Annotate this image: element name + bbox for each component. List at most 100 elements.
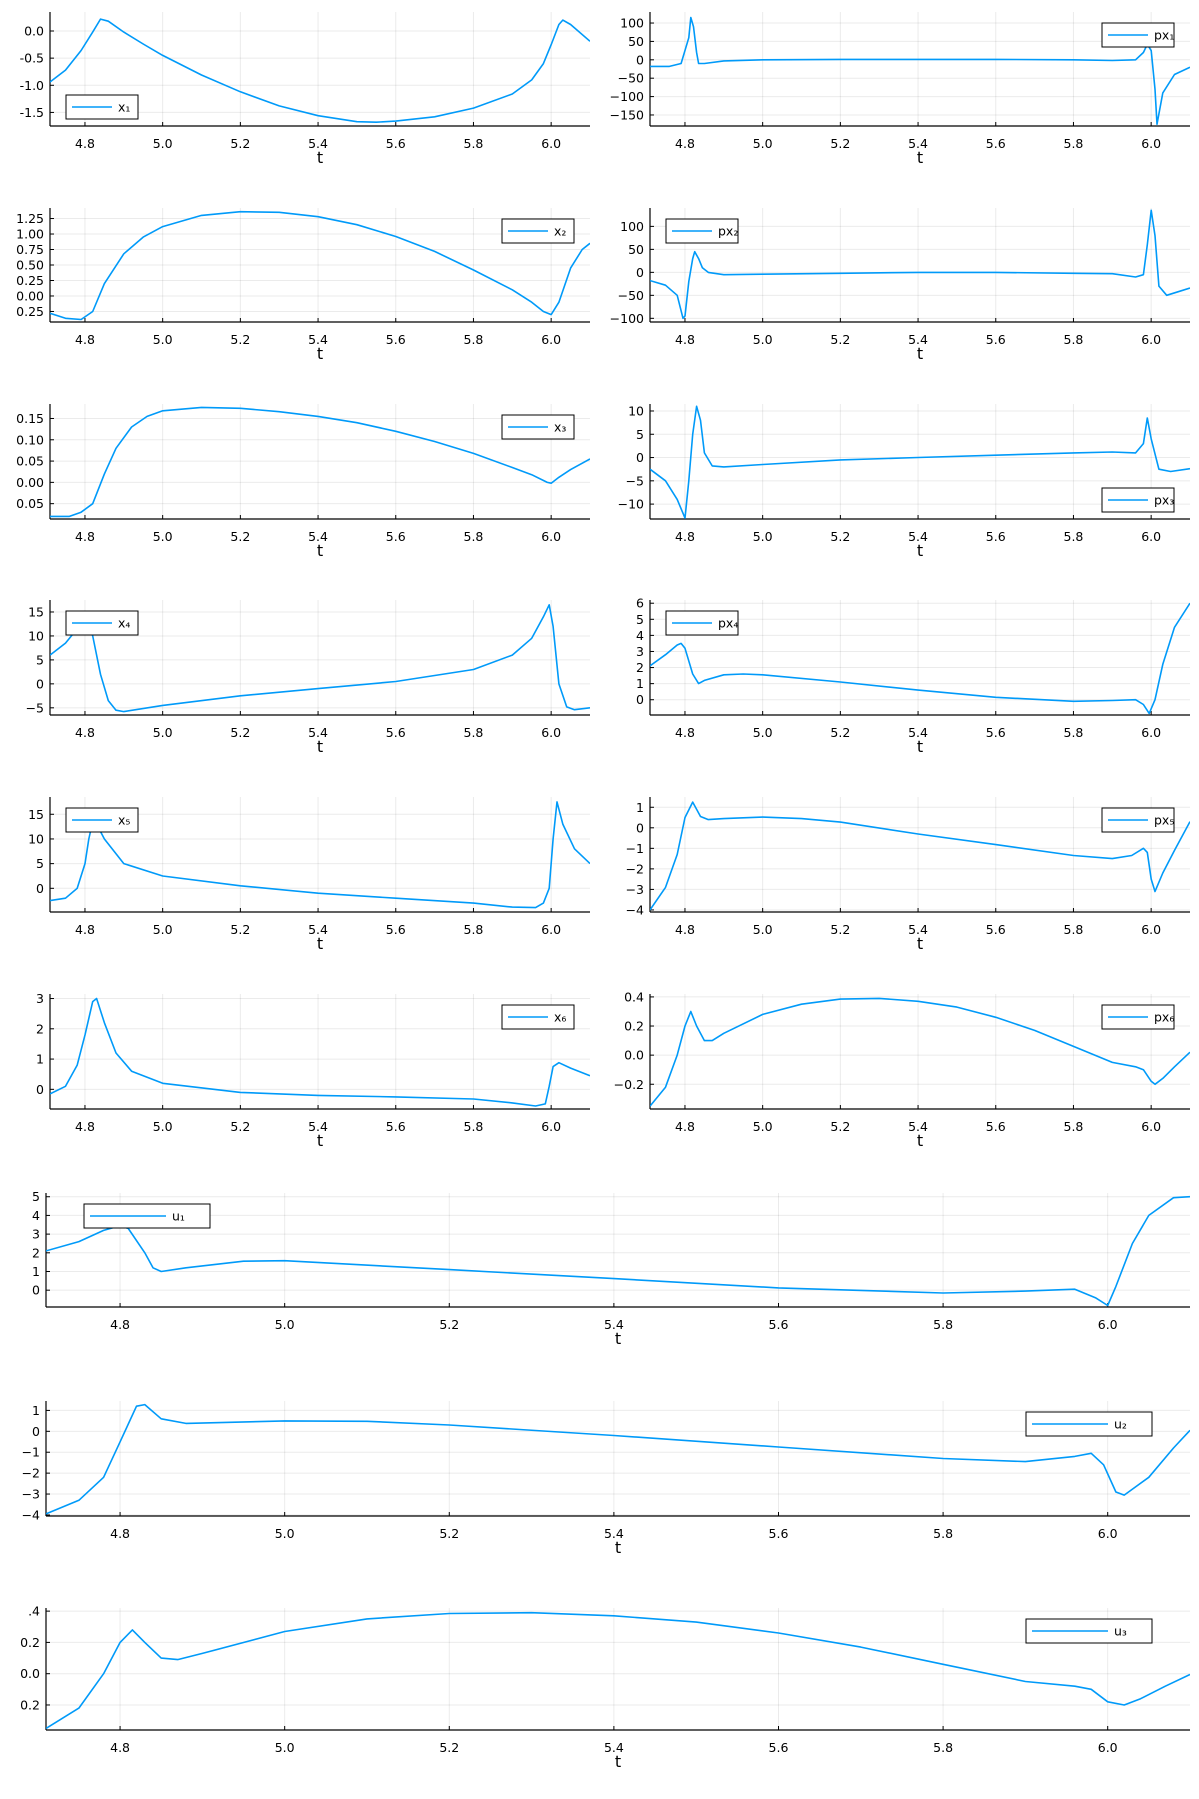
series-line [50,406,590,518]
y-tick-label: −1 [626,841,644,856]
legend-label: x₁ [118,100,130,115]
legend-label: x₆ [554,1010,566,1025]
x-tick-label: 5.4 [908,725,928,740]
series-line [650,209,1190,320]
series-line [50,997,590,1107]
x-axis-title: t [615,1538,621,1557]
x-tick-label: 4.8 [110,1317,130,1332]
x-tick-label: 6.0 [541,136,561,151]
y-tick-label: 2 [636,660,644,675]
y-tick-label: 1 [636,676,644,691]
x-tick-label: 5.8 [933,1740,953,1755]
x-axis-title: t [317,934,323,953]
y-tick-label: 100 [620,16,644,31]
series-line [50,210,590,321]
y-tick-label: 1.25 [16,211,44,226]
y-tick-label: −10 [618,497,644,512]
x-tick-label: 5.2 [830,136,850,151]
x-tick-label: 5.0 [753,136,773,151]
legend: x₅ [65,807,139,833]
x-tick-label: 4.8 [75,332,95,347]
series-line [46,1195,1190,1307]
x-tick-label: 5.6 [386,136,406,151]
x-tick-label: 5.8 [1064,136,1084,151]
y-tick-label: 5 [36,652,44,667]
x-tick-label: 5.2 [230,332,250,347]
y-tick-label: 15 [28,604,44,619]
x-tick-label: 5.2 [230,1119,250,1134]
legend-label: px₆ [1154,1010,1174,1025]
y-tick-label: −1 [22,1445,40,1460]
y-tick-label: -0.5 [20,51,44,66]
x-tick-label: 5.0 [753,529,773,544]
y-tick-label: 0 [36,881,44,896]
x-tick-label: 5.6 [986,136,1006,151]
y-tick-label: −5 [626,473,644,488]
y-tick-label: 0 [636,52,644,67]
x-tick-label: 5.6 [769,1740,789,1755]
x-tick-label: 5.4 [308,922,328,937]
legend: px₃ [1101,487,1175,513]
y-tick-label: 5 [36,856,44,871]
x-tick-label: 5.8 [1064,725,1084,740]
y-tick-label: 0.15 [16,411,44,426]
x-tick-label: 5.8 [933,1317,953,1332]
series-line [650,602,1190,715]
y-tick-label: 100 [620,219,644,234]
x-tick-label: 5.6 [986,332,1006,347]
x-tick-label: 6.0 [541,725,561,740]
x-tick-label: 5.0 [153,725,173,740]
x-tick-label: 5.0 [275,1526,295,1541]
x-axis-title: t [917,344,923,363]
x-axis-title: t [317,541,323,560]
x-tick-label: 6.0 [541,1119,561,1134]
y-tick-label: 0 [636,692,644,707]
x-tick-label: 5.4 [908,136,928,151]
x-tick-label: 5.4 [308,332,328,347]
series-line [46,1611,1190,1730]
y-tick-label: 0.50 [16,258,44,273]
x-tick-label: 5.4 [308,725,328,740]
y-tick-label: −50 [618,288,644,303]
x-tick-label: 6.0 [1141,332,1161,347]
y-tick-label: 0.4 [624,989,644,1004]
x-tick-label: 5.8 [464,725,484,740]
legend: px₂ [665,218,739,244]
x-tick-label: 5.4 [908,922,928,937]
subplot-13: 4.8 5.0 5.2 5.4 5.6 5.8 6.0 5 4 3 2 1 0 t u₁ [32,1189,1190,1348]
x-tick-label: 5.2 [830,332,850,347]
x-tick-label: 5.2 [830,725,850,740]
legend: x₁ [65,94,139,120]
y-tick-label: 0.0 [20,1666,40,1681]
x-tick-label: 5.4 [308,529,328,544]
y-tick-label: 0 [636,450,644,465]
y-tick-label: 0 [636,265,644,280]
x-tick-label: 6.0 [1141,725,1161,740]
legend: px₅ [1101,807,1175,833]
legend-label: px₃ [1154,493,1174,508]
legend: px₄ [665,610,739,636]
x-tick-label: 5.2 [230,725,250,740]
x-tick-label: 5.6 [986,922,1006,937]
x-tick-label: 5.4 [908,1119,928,1134]
legend-label: x₅ [118,813,130,828]
x-tick-label: 5.4 [308,1119,328,1134]
x-tick-label: 5.6 [386,922,406,937]
x-tick-label: 4.8 [675,725,695,740]
x-tick-label: 5.2 [230,922,250,937]
x-tick-label: 4.8 [675,922,695,937]
y-tick-label: 0.75 [16,242,44,257]
x-axis-title: t [317,1131,323,1150]
x-tick-label: 5.8 [1064,1119,1084,1134]
y-tick-label: 4 [636,628,644,643]
y-tick-label: 0.25 [16,304,44,319]
x-tick-label: 5.2 [830,529,850,544]
y-tick-label: −3 [22,1487,40,1502]
y-tick-label: 1 [36,1052,44,1067]
x-tick-label: 5.6 [386,529,406,544]
x-tick-label: 5.0 [753,922,773,937]
x-tick-label: 6.0 [541,529,561,544]
x-axis-title: t [317,148,323,167]
